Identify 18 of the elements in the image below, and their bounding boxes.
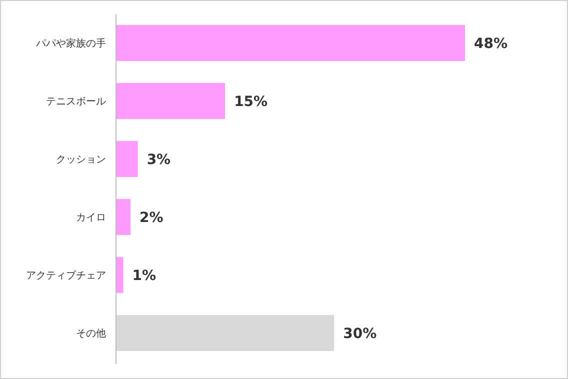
data-label: 48% [474,36,508,52]
y-tick-label: アクティブチェア [26,270,106,282]
y-tick-label: クッション [56,154,106,166]
y-tick-label: カイロ [76,212,106,224]
bar [116,257,124,293]
data-label: 1% [132,268,156,284]
bar [116,315,334,351]
bar [116,199,131,235]
y-tick-label: その他 [76,328,106,340]
data-label: 2% [140,210,164,226]
bar [116,141,138,177]
y-tick-label: テニスボール [46,96,106,108]
data-label: 15% [234,94,268,110]
data-label: 30% [343,326,377,342]
bar [116,25,465,61]
y-tick-label: パパや家族の手 [35,38,106,50]
bar [116,83,226,119]
data-label: 3% [146,152,171,168]
